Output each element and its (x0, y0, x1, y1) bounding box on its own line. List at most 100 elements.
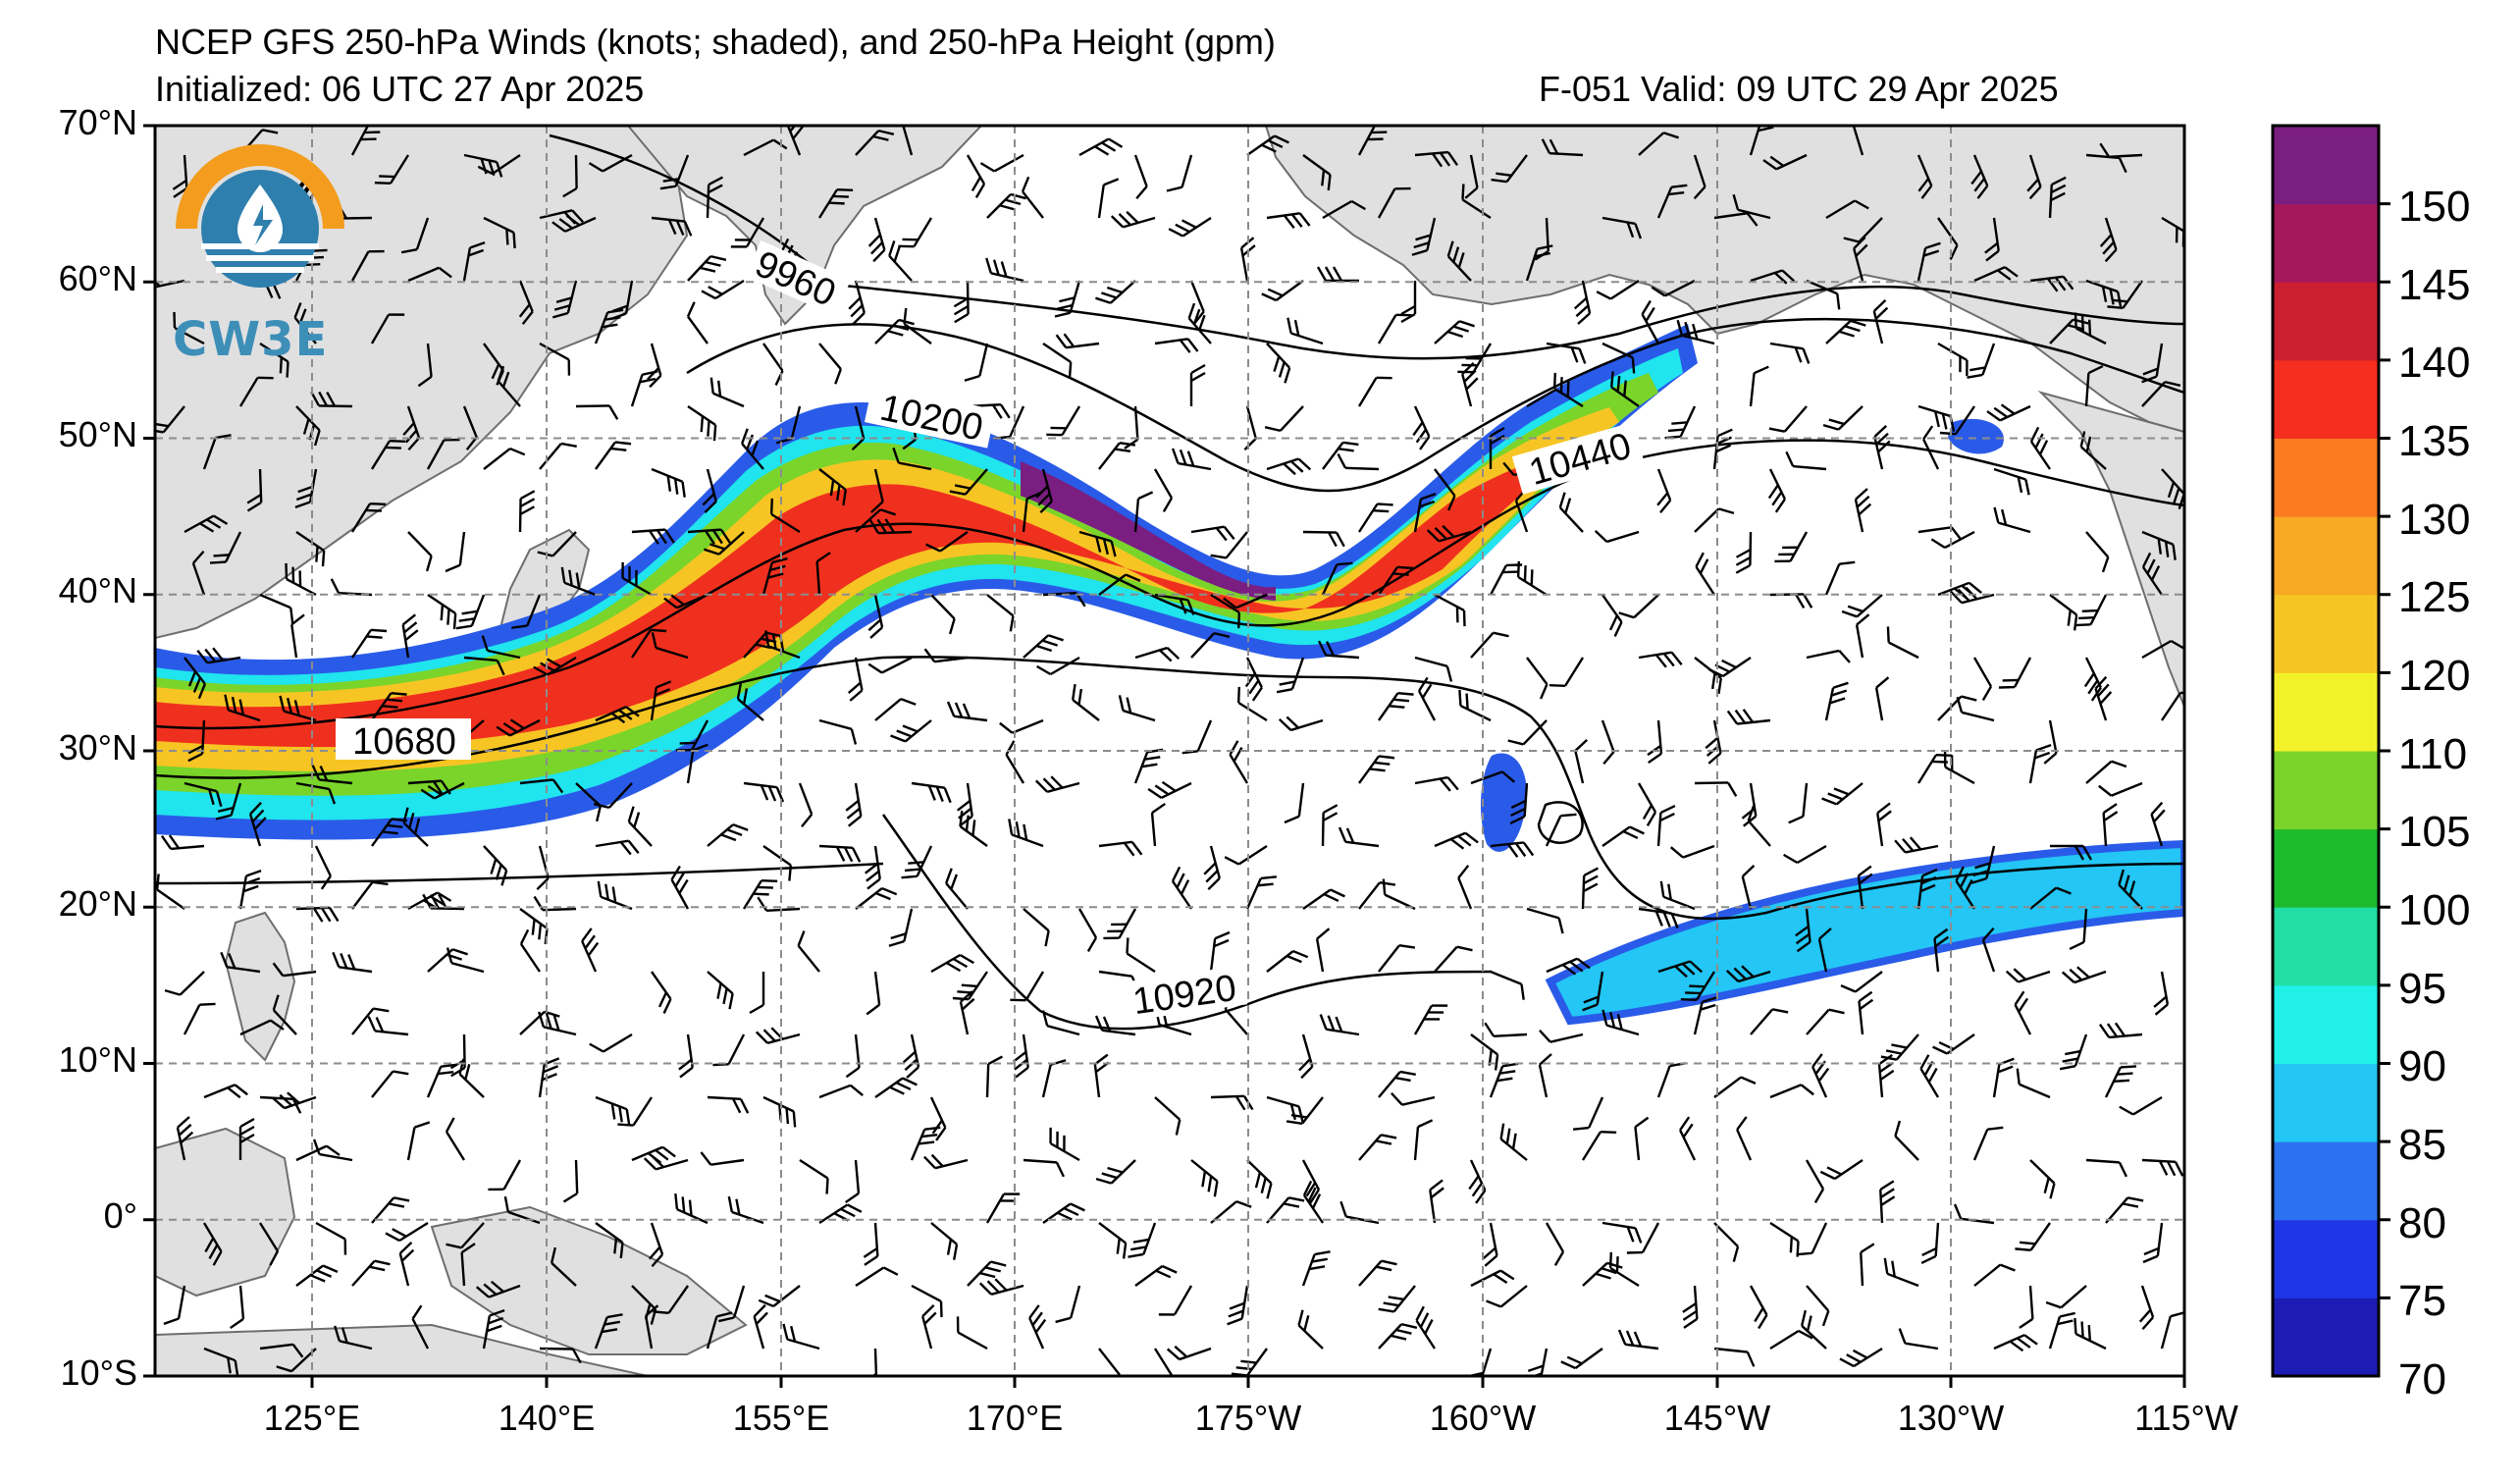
wind-barb (294, 468, 318, 509)
wind-barb (741, 428, 764, 470)
wind-barb (2150, 801, 2166, 847)
wind-barb (1411, 217, 1437, 256)
wind-barb (259, 593, 294, 624)
colorbar-bin (2273, 1141, 2379, 1221)
alaska-landmass (1264, 126, 2184, 434)
wind-barb (2141, 552, 2163, 596)
wind-barb (1098, 573, 1141, 596)
wind-barb (1549, 657, 1585, 688)
wind-barb (2069, 908, 2088, 951)
wind-barb (1788, 782, 1809, 824)
wind-barb (1095, 280, 1136, 304)
wind-barb (2099, 217, 2118, 263)
wind-barb (1886, 626, 1919, 660)
wind-barb (595, 1095, 631, 1126)
wind-barb (1638, 907, 1679, 929)
wind-barb (1491, 154, 1528, 184)
wind-barb (1378, 944, 1416, 973)
wind-barb (930, 594, 956, 635)
wind-barb (497, 365, 521, 407)
wind-barb (966, 154, 986, 198)
wind-barb (902, 1033, 920, 1079)
wind-barb (1434, 468, 1456, 511)
wind-barb (1601, 719, 1615, 766)
wind-barb (1609, 371, 1640, 407)
wind-barb (1546, 342, 1587, 364)
wind-barb (1546, 957, 1591, 976)
wind-barb (1035, 468, 1053, 514)
wind-barb (1166, 154, 1193, 192)
wind-barb (1414, 775, 1459, 792)
wind-barb (445, 531, 466, 573)
wind-barb (164, 971, 205, 996)
wind-barb (749, 972, 765, 1015)
contour-9960 (549, 133, 2184, 360)
wind-barb (183, 1002, 216, 1035)
wind-barb (155, 273, 185, 290)
wind-barb (314, 845, 332, 890)
wind-barb (1434, 320, 1475, 344)
wind-barb (2141, 639, 2184, 660)
wind-barb (1284, 782, 1305, 824)
wind-barb (2085, 279, 2123, 308)
wind-barb (901, 845, 933, 879)
wind-barb (401, 613, 419, 659)
wind-barb (367, 1016, 409, 1036)
wind-barb (1693, 996, 1718, 1035)
wind-barb (427, 594, 457, 630)
wind-barb (1872, 298, 1889, 344)
wind-barb (797, 930, 820, 973)
wind-barbs-layer (155, 126, 2184, 1376)
wind-barb (1694, 781, 1738, 797)
wind-barb (1582, 971, 1604, 1012)
wind-barb (311, 765, 353, 785)
wind-barb (458, 1058, 485, 1098)
wind-barb (483, 845, 508, 886)
wind-barb (1134, 646, 1181, 662)
wind-barb (1097, 178, 1120, 219)
wind-barb (874, 318, 915, 344)
wind-barb (2050, 844, 2093, 861)
wind-barb (351, 880, 389, 910)
wind-barb (2107, 280, 2143, 310)
wind-barb (2029, 426, 2051, 470)
wind-barb (1545, 813, 1577, 847)
wind-barb (1955, 866, 1976, 910)
wind-barb (650, 680, 672, 721)
wind-barb (1490, 841, 1535, 858)
wind-barb (627, 806, 653, 847)
wind-barb (1470, 631, 1509, 659)
wind-barb (2029, 886, 2072, 910)
colorbar-bin (2273, 516, 2379, 596)
wind-barb (1783, 844, 1827, 865)
wind-barb (538, 1057, 560, 1098)
wind-barb (630, 370, 658, 407)
wind-barb (1210, 531, 1248, 559)
wind-barb (496, 718, 541, 737)
wind-barb (1244, 657, 1263, 702)
wind-barb (1338, 826, 1380, 848)
wind-barb (1822, 405, 1864, 431)
wind-barb (855, 508, 896, 533)
wind-barb (259, 342, 289, 378)
wind-barb (1302, 530, 1345, 548)
wind-barb (1098, 840, 1143, 857)
colorbar-bin (2273, 828, 2379, 908)
wind-barb (855, 129, 895, 156)
wind-speed-shading (155, 324, 2184, 1026)
wind-barb (1042, 343, 1073, 379)
wind-barb (1873, 425, 1891, 470)
wind-barb (1446, 240, 1472, 282)
wind-barb (1594, 530, 1640, 544)
colorbar-label-110: 110 (2398, 730, 2468, 778)
wind-barb (477, 154, 521, 176)
wind-barb (2085, 531, 2110, 573)
wind-barb (2029, 275, 2074, 292)
wind-barb (1147, 780, 1192, 799)
wind-barb (1319, 1014, 1360, 1036)
wind-barb (1413, 1004, 1448, 1035)
wind-barb (551, 280, 578, 319)
wind-barb (1078, 137, 1124, 157)
wind-barb (1118, 695, 1156, 722)
wind-barb (1712, 428, 1733, 470)
